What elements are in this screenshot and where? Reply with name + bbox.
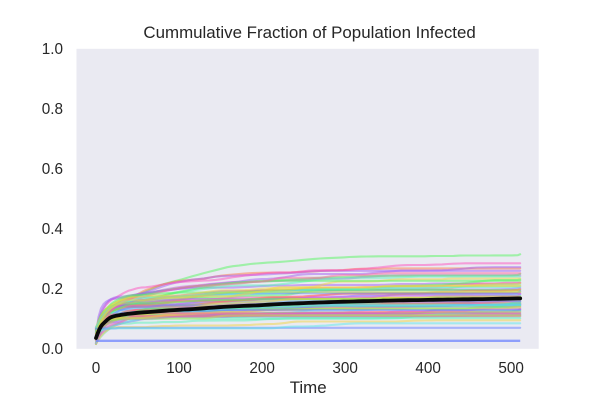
svg-text:0: 0: [92, 360, 101, 377]
svg-text:0.2: 0.2: [42, 281, 63, 298]
svg-text:400: 400: [415, 360, 441, 377]
svg-text:0.8: 0.8: [42, 101, 63, 118]
svg-text:Time: Time: [290, 378, 327, 397]
svg-text:1.0: 1.0: [42, 41, 63, 58]
svg-text:0.0: 0.0: [42, 341, 63, 358]
svg-text:500: 500: [498, 360, 524, 377]
svg-text:0.6: 0.6: [42, 161, 63, 178]
svg-text:100: 100: [166, 360, 192, 377]
svg-text:300: 300: [332, 360, 358, 377]
svg-text:0.4: 0.4: [42, 221, 64, 238]
svg-text:Cummulative Fraction of Popula: Cummulative Fraction of Population Infec…: [143, 23, 475, 42]
svg-text:200: 200: [249, 360, 275, 377]
